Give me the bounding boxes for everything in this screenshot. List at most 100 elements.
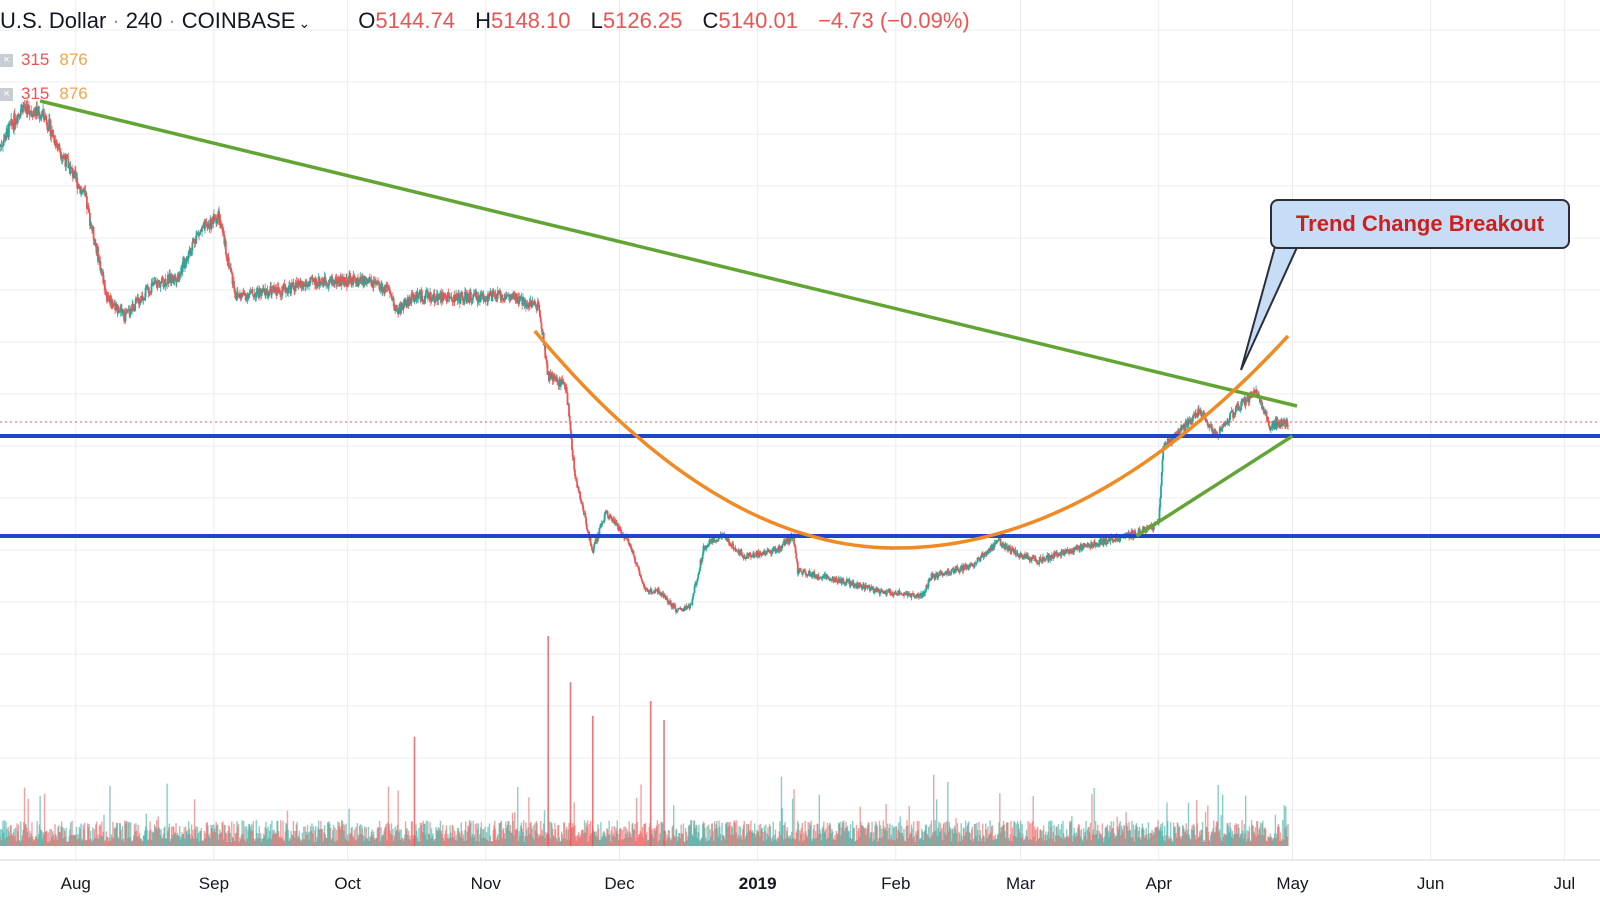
volume-bar [849,837,851,846]
candle-body [151,282,154,284]
candle-body [447,292,450,296]
candle-body [975,563,977,565]
candle-body [236,291,239,295]
volume-bar [1065,837,1067,846]
volume-bar [41,838,44,846]
volume-bar [182,833,184,846]
candle-body [714,540,717,542]
volume-bar [886,830,888,846]
volume-bar [494,820,496,846]
volume-bar [1045,840,1048,846]
volume-bar [365,827,367,846]
candle-body [77,184,80,189]
volume-bar [674,837,676,846]
volume-bar [153,824,156,846]
candle-body [1192,414,1195,416]
candle-body [540,322,543,329]
volume-bar [159,835,162,846]
volume-bar [0,829,2,846]
candle-body [1051,555,1054,556]
candle-body [444,294,446,296]
candle-body [564,384,567,390]
candle-body [1107,539,1110,541]
volume-bar [305,831,307,846]
candle-body [100,268,103,273]
volume-bar [771,841,773,846]
volume-bar [133,824,136,846]
volume-bar [700,838,702,846]
volume-bar [899,816,901,846]
candle-body [14,123,17,125]
candle-body [685,605,688,610]
volume-bar [1212,828,1214,846]
volume-bar [404,834,406,846]
candle-body [215,219,218,224]
candle-body [747,553,749,557]
volume-bar [1274,814,1277,846]
volume-bar [234,840,236,846]
candle-body [537,301,540,305]
volume-bar [1114,838,1116,846]
candle-body [205,221,208,225]
candle-body [1178,429,1181,438]
volume-bar [408,839,410,846]
volume-bar [791,798,794,846]
volume-bar [661,821,663,846]
volume-bar [138,833,141,846]
volume-bar [129,837,131,846]
volume-bar [223,824,226,846]
volume-bar [1091,794,1093,846]
volume-bar [996,838,998,846]
candle-body [654,589,657,593]
candle-body [1093,541,1096,545]
candle-body [562,382,564,385]
candle-body [372,280,375,288]
volume-bar [407,834,409,846]
candle-body [423,299,426,302]
candle-body [221,224,223,228]
volume-bar [528,797,530,846]
volume-bar [947,782,949,846]
volume-bar [939,823,942,846]
candle-body [448,295,451,299]
volume-bar [294,831,297,846]
volume-bar [1197,837,1199,846]
volume-bar [1103,841,1105,846]
volume-bar [1092,829,1095,846]
candle-body [574,469,576,476]
candle-body [506,295,509,297]
volume-bar [457,827,460,846]
volume-bar [180,836,182,846]
candle-body [835,578,838,581]
candle-body [734,547,737,551]
candle-body [1196,415,1199,417]
candle-body [280,295,283,297]
candle-body [59,150,62,153]
volume-bar [293,830,295,846]
volume-bar [1097,824,1099,846]
candle-body [86,196,88,209]
volume-bar [941,828,943,846]
candle-body [1053,552,1055,559]
candle-body [1033,556,1035,559]
volume-bar [299,838,301,846]
volume-bar [30,833,32,846]
candle-body [932,574,934,577]
volume-bar [350,827,353,846]
volume-bar [613,826,615,846]
candle-body [297,280,300,286]
volume-bar [758,824,760,846]
volume-bar [1051,820,1053,846]
volume-bar [826,839,828,846]
candle-body [473,293,475,295]
volume-bar [834,839,837,846]
volume-bar [506,824,509,846]
volume-bar [163,827,165,846]
candle-body [701,554,704,560]
volume-bar [33,839,35,846]
volume-bar [632,829,635,846]
volume-bar [1175,833,1177,846]
volume-bar [105,831,107,846]
volume-bar [112,821,114,846]
